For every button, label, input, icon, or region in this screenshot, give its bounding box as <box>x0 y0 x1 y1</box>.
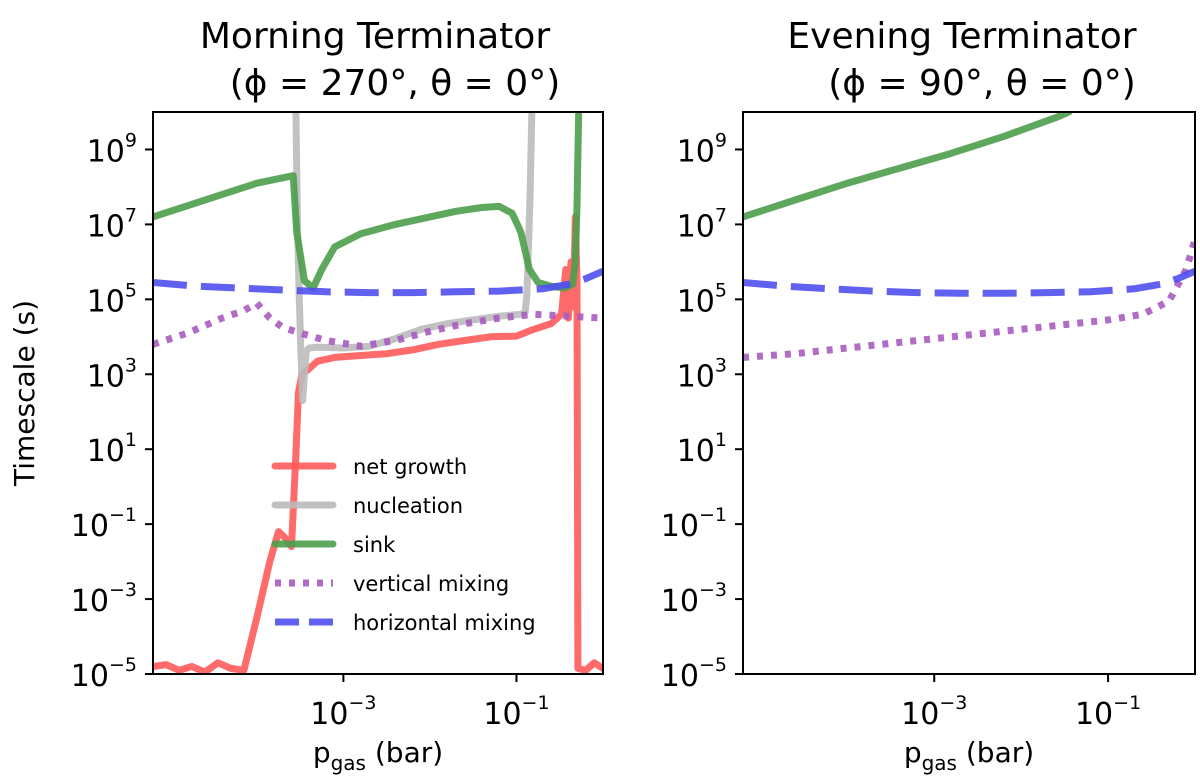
y-tick-label: 103 <box>677 354 727 394</box>
x-tick-exponent: −1 <box>1113 692 1141 714</box>
y-tick-exponent: −5 <box>699 654 727 676</box>
legend-label-nucleation: nucleation <box>353 494 463 518</box>
x-tick-exponent: −3 <box>939 692 967 714</box>
series-line-net-growth <box>153 213 603 674</box>
y-tick-base: 10 <box>87 284 125 319</box>
series-group <box>743 112 1195 361</box>
series-line-vertical-mixing <box>153 299 603 350</box>
x-axis-label-subscript: gas <box>331 751 366 775</box>
legend-label-horizontal-mixing: horizontal mixing <box>353 611 536 635</box>
y-tick-exponent: −5 <box>109 654 137 676</box>
y-tick-base: 10 <box>71 659 109 694</box>
y-tick-label: 109 <box>87 129 137 169</box>
y-tick-exponent: −3 <box>699 579 727 601</box>
y-tick-label: 10−5 <box>71 654 137 694</box>
x-axis-label-subscript: gas <box>922 751 957 775</box>
x-axis-label-unit: (bar) <box>366 736 443 769</box>
y-tick-base: 10 <box>661 659 699 694</box>
chart-title: Evening Terminator <box>787 16 1136 57</box>
x-tick-base: 10 <box>310 697 348 732</box>
y-tick-exponent: 9 <box>125 129 137 151</box>
y-tick-label: 10−5 <box>661 654 727 694</box>
x-axis-label: pgas (bar) <box>904 736 1034 775</box>
y-tick-label: 103 <box>87 354 137 394</box>
y-tick-exponent: −1 <box>109 504 137 526</box>
y-tick-base: 10 <box>677 134 715 169</box>
y-tick-exponent: 7 <box>715 204 727 226</box>
evening-terminator-panel: Evening Terminator(ϕ = 90°, θ = 0°)10910… <box>661 16 1196 775</box>
y-tick-label: 107 <box>677 204 727 244</box>
series-line-horizontal-mixing <box>153 267 603 297</box>
x-tick-label: 10−1 <box>1075 692 1141 732</box>
y-tick-label: 105 <box>87 279 137 319</box>
plot-frame <box>742 111 1196 675</box>
y-tick-base: 10 <box>71 584 109 619</box>
x-tick-label: 10−3 <box>310 692 376 732</box>
y-tick-exponent: −1 <box>699 504 727 526</box>
x-tick-exponent: −3 <box>348 692 376 714</box>
y-tick-base: 10 <box>661 584 699 619</box>
y-tick-label: 10−1 <box>71 504 137 544</box>
chart-title: Morning Terminator <box>200 16 550 57</box>
y-axis-label: Timescale (s) <box>8 300 41 487</box>
legend-label-sink: sink <box>353 533 396 557</box>
x-tick-base: 10 <box>901 697 939 732</box>
series-line-vertical-mixing <box>743 238 1195 361</box>
y-tick-base: 10 <box>677 359 715 394</box>
x-tick-label: 10−1 <box>483 692 549 732</box>
x-tick-base: 10 <box>483 697 521 732</box>
x-tick-label: 10−3 <box>901 692 967 732</box>
x-axis-label: pgas (bar) <box>313 736 443 775</box>
y-tick-base: 10 <box>87 359 125 394</box>
legend-label-net-growth: net growth <box>353 455 467 479</box>
y-tick-base: 10 <box>677 209 715 244</box>
plot-frame <box>152 111 604 675</box>
y-tick-base: 10 <box>87 209 125 244</box>
y-tick-base: 10 <box>71 509 109 544</box>
series-line-sink <box>743 112 1073 221</box>
chart-subtitle: (ϕ = 270°, θ = 0°) <box>230 63 560 104</box>
y-tick-label: 10−1 <box>661 504 727 544</box>
y-tick-exponent: 5 <box>715 279 727 301</box>
y-tick-base: 10 <box>87 434 125 469</box>
y-tick-label: 101 <box>87 429 137 469</box>
y-tick-label: 107 <box>87 204 137 244</box>
y-tick-exponent: 7 <box>125 204 137 226</box>
legend: net growth nucleation sink vertical mixing h… <box>271 455 536 635</box>
y-tick-exponent: 1 <box>125 429 137 451</box>
y-tick-label: 101 <box>677 429 727 469</box>
x-axis-label-main: p <box>313 736 331 769</box>
x-axis-label-unit: (bar) <box>957 736 1034 769</box>
series-line-sink <box>153 112 583 292</box>
y-tick-exponent: −3 <box>109 579 137 601</box>
y-tick-base: 10 <box>677 284 715 319</box>
y-tick-label: 10−3 <box>71 579 137 619</box>
y-tick-exponent: 3 <box>125 354 137 376</box>
y-tick-label: 105 <box>677 279 727 319</box>
y-tick-base: 10 <box>661 509 699 544</box>
y-tick-base: 10 <box>677 434 715 469</box>
legend-label-vertical-mixing: vertical mixing <box>353 572 509 596</box>
morning-terminator-panel: Morning Terminator(ϕ = 270°, θ = 0°)1091… <box>8 16 604 775</box>
y-tick-exponent: 9 <box>715 129 727 151</box>
series-line-horizontal-mixing <box>743 267 1195 297</box>
x-axis-label-main: p <box>904 736 922 769</box>
chart-subtitle: (ϕ = 90°, θ = 0°) <box>828 63 1136 104</box>
y-tick-base: 10 <box>87 134 125 169</box>
series-line-nucleation <box>292 112 536 404</box>
series-group <box>153 112 603 674</box>
y-tick-exponent: 5 <box>125 279 137 301</box>
y-tick-label: 10−3 <box>661 579 727 619</box>
y-tick-exponent: 3 <box>715 354 727 376</box>
y-tick-label: 109 <box>677 129 727 169</box>
x-tick-base: 10 <box>1075 697 1113 732</box>
y-tick-exponent: 1 <box>715 429 727 451</box>
x-tick-exponent: −1 <box>522 692 550 714</box>
